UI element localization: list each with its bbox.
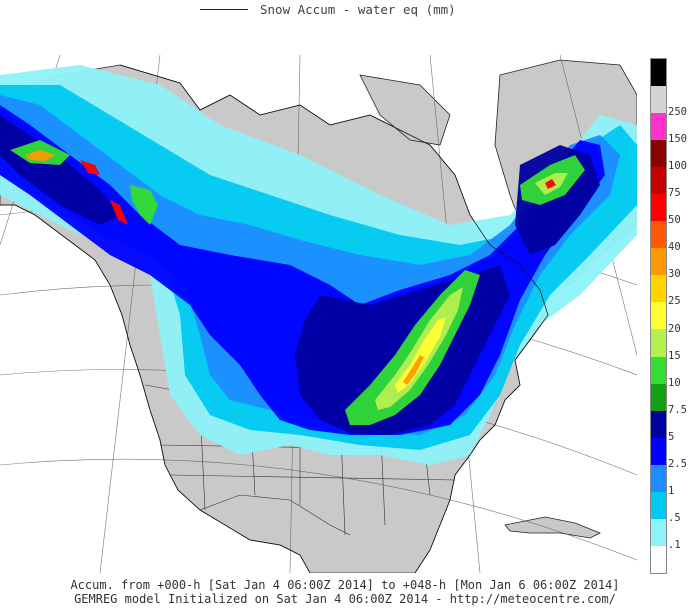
colorbar-label: 20	[668, 322, 681, 335]
colorbar-cell	[651, 383, 666, 411]
colorbar-label: 30	[668, 268, 681, 281]
colorbar-label: 150	[668, 133, 687, 146]
colorbar-label: 2.5	[668, 457, 687, 470]
map-footer: Accum. from +000-h [Sat Jan 4 06:00Z 201…	[30, 578, 660, 606]
model-info-text: GEMREG model Initialized on Sat Jan 4 06…	[74, 592, 616, 606]
precip-orange	[25, 150, 424, 385]
colorbar-cell	[651, 113, 666, 141]
colorbar-label: 100	[668, 160, 687, 173]
colorbar-label: .5	[668, 511, 681, 524]
colorbar-label: 75	[668, 187, 681, 200]
colorbar-cell	[651, 86, 666, 114]
precip-yellow	[395, 317, 446, 393]
colorbar-cell	[651, 329, 666, 357]
colorbar-label: 25	[668, 295, 681, 308]
colorbar-cell	[651, 356, 666, 384]
colorbar-cell	[651, 464, 666, 492]
colorbar	[650, 58, 667, 574]
precip-red	[80, 160, 556, 225]
colorbar-cell	[651, 518, 666, 546]
colorbar-label: 1	[668, 484, 675, 497]
colorbar-label: 5	[668, 430, 675, 443]
baffin-island	[359, 74, 451, 146]
colorbar-label: 250	[668, 106, 687, 119]
legend-title: Snow Accum - water eq (mm)	[200, 0, 456, 18]
map-canvas	[0, 55, 637, 573]
legend-line-sample	[200, 8, 248, 10]
accumulation-period-text: Accum. from +000-h [Sat Jan 4 06:00Z 201…	[70, 578, 620, 592]
us-mexico-border	[199, 494, 351, 536]
colorbar-labels: 250 150 100 75 50 40 30 25 20 15 10 7.5 5 2.5 1 .5 .1	[668, 58, 691, 572]
colorbar-cell	[651, 275, 666, 303]
colorbar-label: 10	[668, 376, 681, 389]
precipitation-map	[0, 55, 637, 573]
colorbar-cell	[651, 221, 666, 249]
colorbar-label: .1	[668, 538, 681, 551]
colorbar-cell	[651, 167, 666, 195]
colorbar-cell	[651, 302, 666, 330]
colorbar-label: 7.5	[668, 403, 687, 416]
colorbar-cell	[651, 437, 666, 465]
colorbar-label: 50	[668, 214, 681, 227]
colorbar-label: 15	[668, 349, 681, 362]
colorbar-cell	[651, 59, 666, 87]
colorbar-cell	[651, 491, 666, 519]
colorbar-cell	[651, 140, 666, 168]
colorbar-cell	[651, 545, 666, 573]
colorbar-cell	[651, 410, 666, 438]
cuba-land	[504, 516, 601, 539]
colorbar-cell	[651, 248, 666, 276]
legend-title-text: Snow Accum - water eq (mm)	[260, 1, 456, 17]
colorbar-cell	[651, 194, 666, 222]
colorbar-label: 40	[668, 241, 681, 254]
coastlines	[0, 64, 549, 573]
